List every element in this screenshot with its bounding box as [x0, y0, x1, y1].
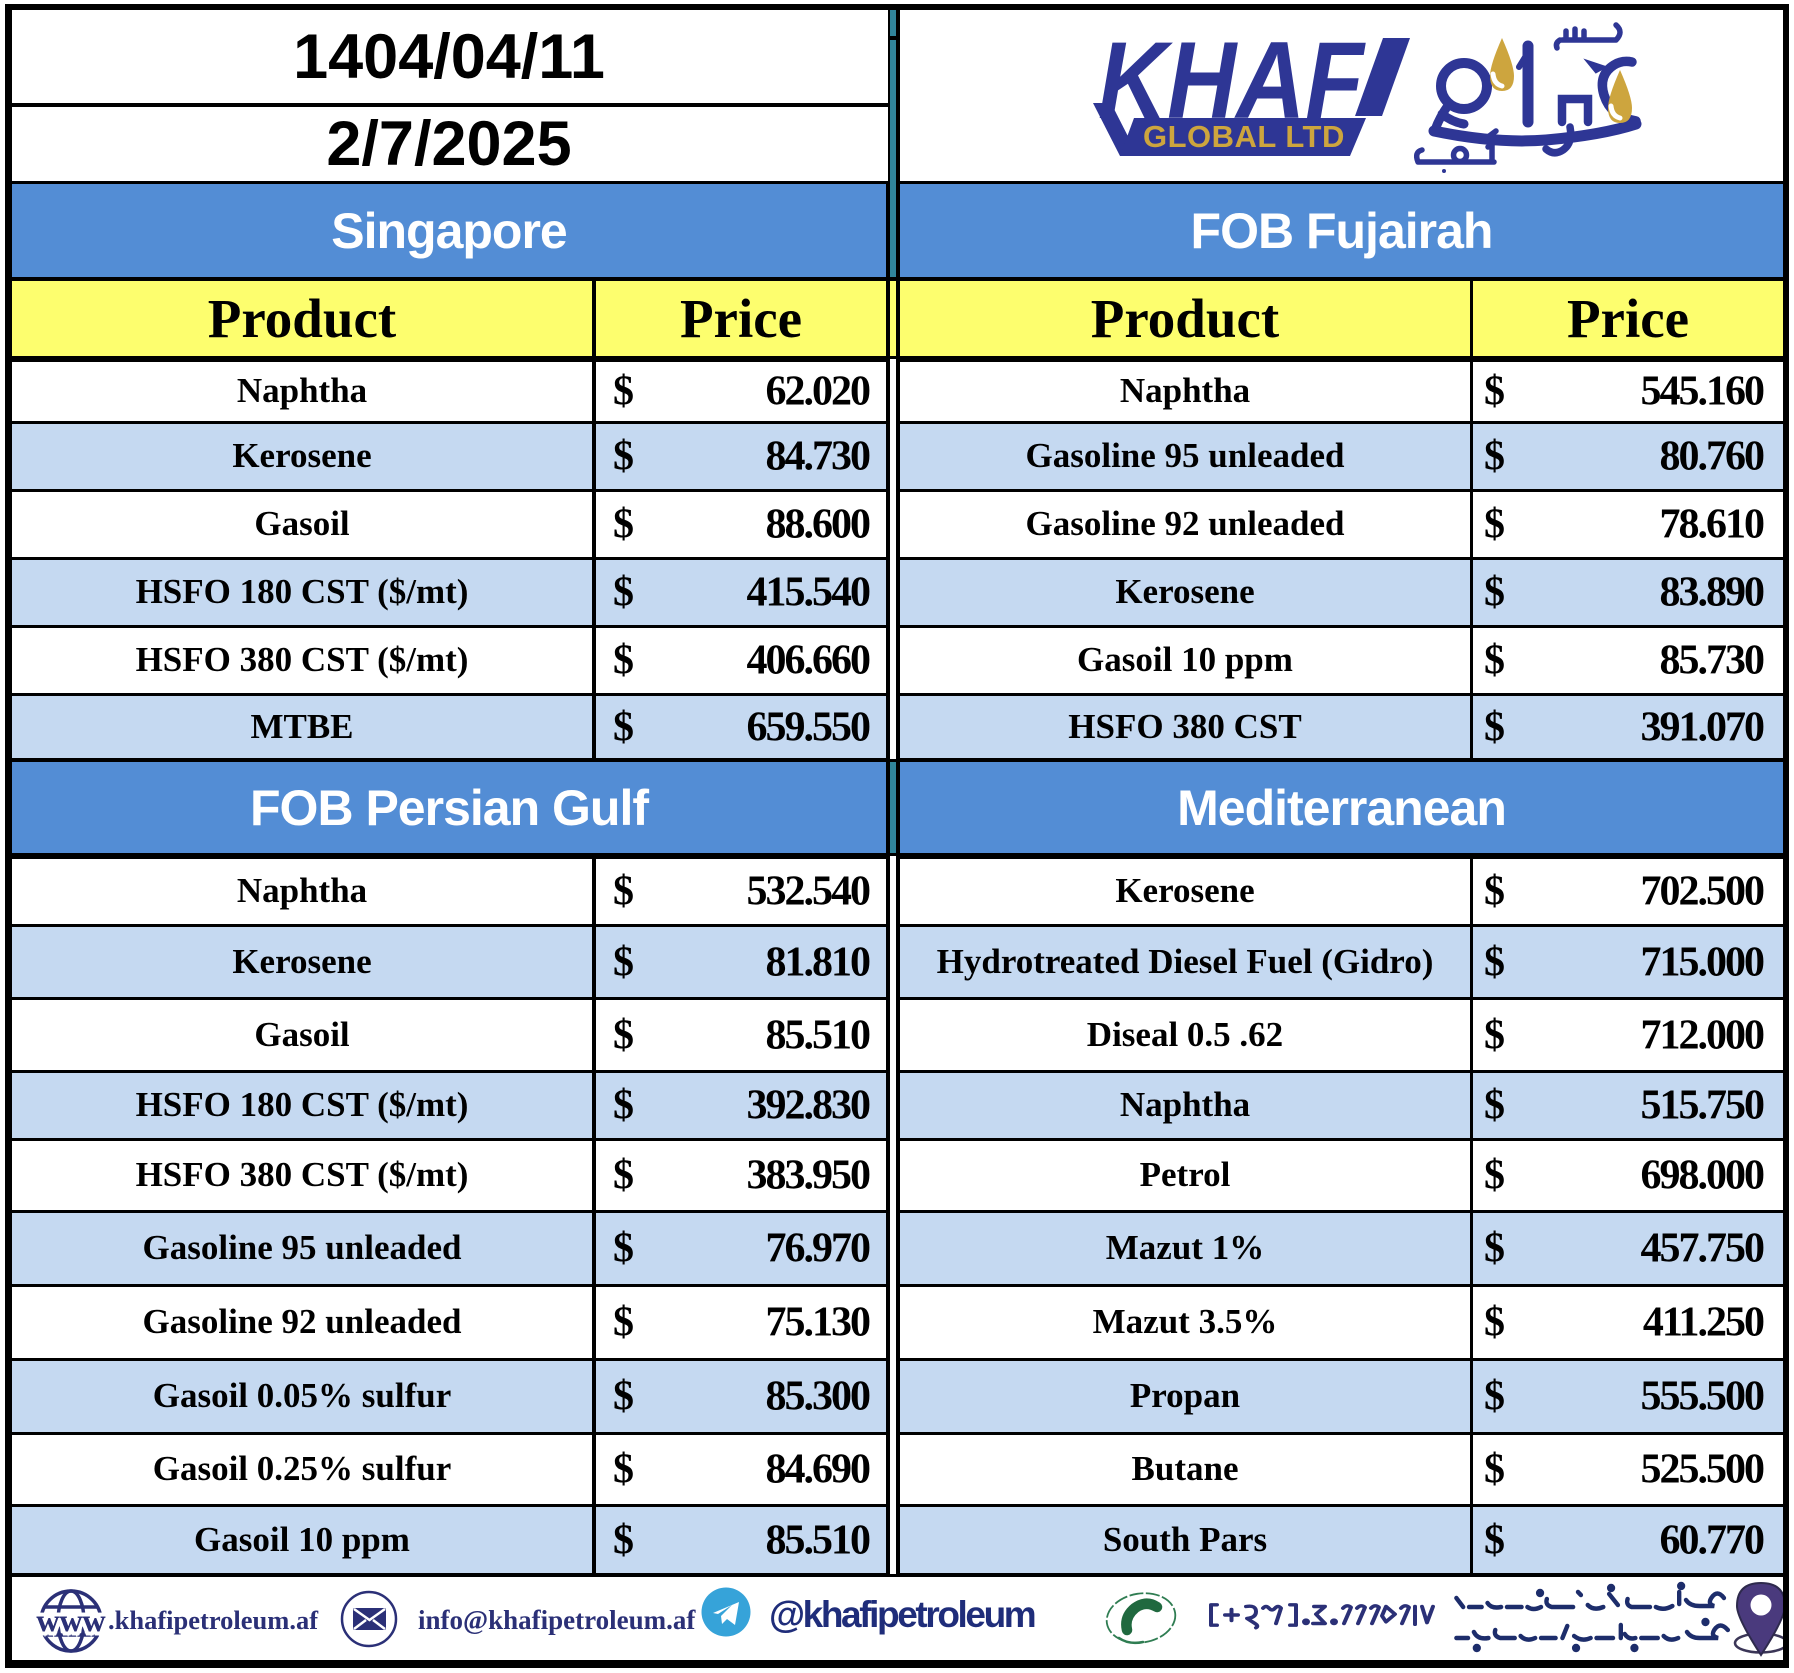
svg-text:www: www — [36, 1602, 105, 1638]
svg-text:GLOBAL LTD: GLOBAL LTD — [1143, 119, 1345, 154]
svg-text:info@khafipetroleum.af: info@khafipetroleum.af — [418, 1605, 696, 1635]
svg-text:.khafipetroleum.af: .khafipetroleum.af — [108, 1605, 319, 1635]
svg-text:@khafipetroleum: @khafipetroleum — [769, 1594, 1035, 1635]
svg-text:www: www — [36, 1602, 105, 1638]
